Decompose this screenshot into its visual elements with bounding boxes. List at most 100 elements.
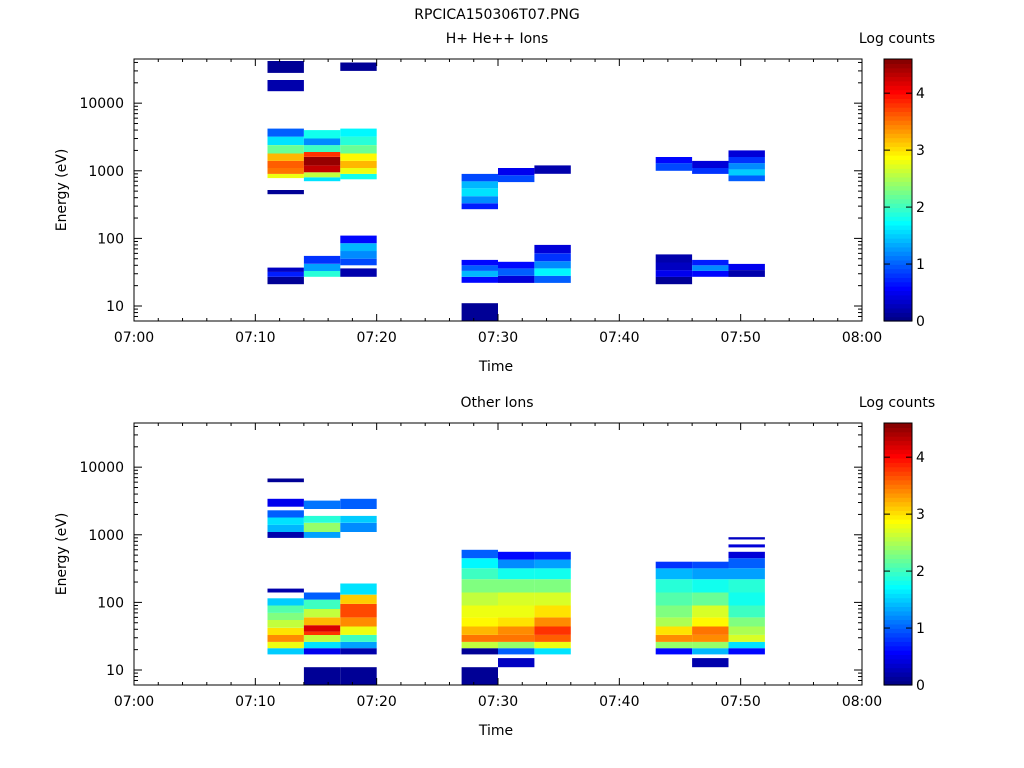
heatmap-cell bbox=[461, 648, 498, 655]
colorbar-step bbox=[884, 632, 912, 638]
heatmap-cell bbox=[655, 626, 693, 635]
colorbar-step bbox=[884, 462, 912, 468]
colorbar-step bbox=[884, 281, 912, 287]
heatmap-cell bbox=[534, 626, 571, 635]
heatmap-cell bbox=[655, 579, 693, 593]
heatmap-cell bbox=[340, 235, 377, 244]
colorbar-step bbox=[884, 216, 912, 222]
heatmap-cell bbox=[267, 145, 304, 154]
colorbar-step bbox=[884, 133, 912, 139]
colorbar-label: Log counts bbox=[859, 31, 935, 47]
colorbar-step bbox=[884, 440, 912, 446]
colorbar-step bbox=[884, 80, 912, 86]
heatmap-cell bbox=[267, 510, 304, 518]
heatmap-cell bbox=[728, 150, 765, 157]
heatmap-cell bbox=[534, 605, 571, 618]
heatmap-cell bbox=[303, 151, 341, 157]
heatmap-cell bbox=[340, 62, 377, 71]
heatmap-cell bbox=[267, 80, 304, 92]
heatmap-cell bbox=[267, 498, 304, 507]
colorbar-step bbox=[884, 505, 912, 511]
colorbar-step bbox=[884, 163, 912, 169]
colorbar-step bbox=[884, 423, 912, 428]
heatmap-cell bbox=[461, 203, 498, 210]
x-tick-label: 07:20 bbox=[356, 694, 396, 710]
colorbar-step bbox=[884, 623, 912, 629]
heatmap-cell bbox=[267, 588, 304, 593]
heatmap-cell bbox=[303, 500, 341, 509]
colorbar-step bbox=[884, 203, 912, 209]
colorbar-step bbox=[884, 466, 912, 472]
heatmap-cell bbox=[498, 579, 535, 593]
colorbar-step bbox=[884, 238, 912, 243]
heatmap-cell bbox=[728, 558, 765, 569]
colorbar-step bbox=[884, 102, 912, 108]
heatmap-cell bbox=[340, 268, 377, 277]
heatmap-cell bbox=[340, 498, 377, 509]
heatmap-cell bbox=[303, 648, 341, 655]
colorbar-step bbox=[884, 549, 912, 555]
heatmap-cell bbox=[303, 172, 341, 178]
colorbar-step bbox=[884, 615, 912, 621]
heatmap-cell bbox=[692, 270, 729, 277]
heatmap-cell bbox=[534, 165, 571, 174]
colorbar-step bbox=[884, 63, 912, 69]
colorbar-step bbox=[884, 290, 912, 296]
heatmap-cell bbox=[498, 617, 535, 627]
colorbar-step bbox=[884, 111, 912, 117]
panel-title: H+ He++ Ions bbox=[446, 31, 549, 47]
x-tick-label: 07:00 bbox=[114, 330, 154, 346]
heatmap-cell bbox=[692, 579, 729, 593]
heatmap-cell bbox=[303, 522, 341, 532]
heatmap-cell bbox=[728, 157, 765, 164]
heatmap-cell bbox=[534, 592, 571, 606]
heatmap-cell bbox=[303, 270, 341, 277]
colorbar-step bbox=[884, 471, 912, 476]
heatmap-cell bbox=[534, 253, 571, 262]
colorbar-step bbox=[884, 246, 912, 252]
heatmap-cell bbox=[655, 568, 693, 580]
heatmap-cell bbox=[728, 175, 765, 182]
heatmap-cell bbox=[267, 478, 304, 483]
colorbar-step bbox=[884, 155, 912, 161]
colorbar-step bbox=[884, 658, 912, 664]
heatmap-cell bbox=[303, 592, 341, 600]
colorbar-step bbox=[884, 137, 912, 143]
heatmap-cell bbox=[340, 634, 377, 642]
heatmap-cell bbox=[340, 136, 377, 145]
colorbar-step bbox=[884, 519, 912, 525]
panel-title: Other Ions bbox=[460, 395, 533, 411]
x-tick-label: 07:30 bbox=[478, 330, 518, 346]
colorbar-step bbox=[884, 255, 912, 261]
x-tick-label: 07:50 bbox=[720, 694, 760, 710]
panel-h-he-ions: H+ He++ Ions Log counts Time Energy (eV)… bbox=[54, 31, 935, 375]
heatmap-cell bbox=[303, 138, 341, 146]
colorbar-step bbox=[884, 645, 912, 651]
colorbar-tick-label: 3 bbox=[916, 143, 925, 159]
heatmap-cell bbox=[498, 605, 535, 618]
heatmap-cell bbox=[461, 617, 498, 627]
colorbar-step bbox=[884, 671, 912, 677]
colorbar-tick-label: 3 bbox=[916, 507, 925, 523]
colorbar-step bbox=[884, 475, 912, 481]
heatmap-cell bbox=[534, 551, 571, 560]
heatmap-cell bbox=[340, 626, 377, 635]
heatmap-cell bbox=[692, 259, 729, 266]
heatmap-cell bbox=[498, 275, 535, 283]
heatmap-cell bbox=[461, 592, 498, 606]
heatmap-cell bbox=[303, 255, 341, 264]
colorbar-step bbox=[884, 562, 912, 568]
colorbar-step bbox=[884, 198, 912, 204]
heatmap-cell bbox=[340, 243, 377, 252]
colorbar-step bbox=[884, 211, 912, 217]
colorbar-step bbox=[884, 558, 912, 564]
colorbar-step bbox=[884, 488, 912, 494]
heatmap-cell bbox=[655, 254, 693, 263]
colorbar-step bbox=[884, 444, 912, 450]
heatmap-cell bbox=[728, 270, 765, 277]
heatmap-cell bbox=[340, 594, 377, 604]
heatmap-cell bbox=[692, 160, 729, 168]
heatmap-cell bbox=[655, 276, 693, 285]
heatmap-cell bbox=[340, 145, 377, 154]
colorbar-step bbox=[884, 299, 912, 305]
